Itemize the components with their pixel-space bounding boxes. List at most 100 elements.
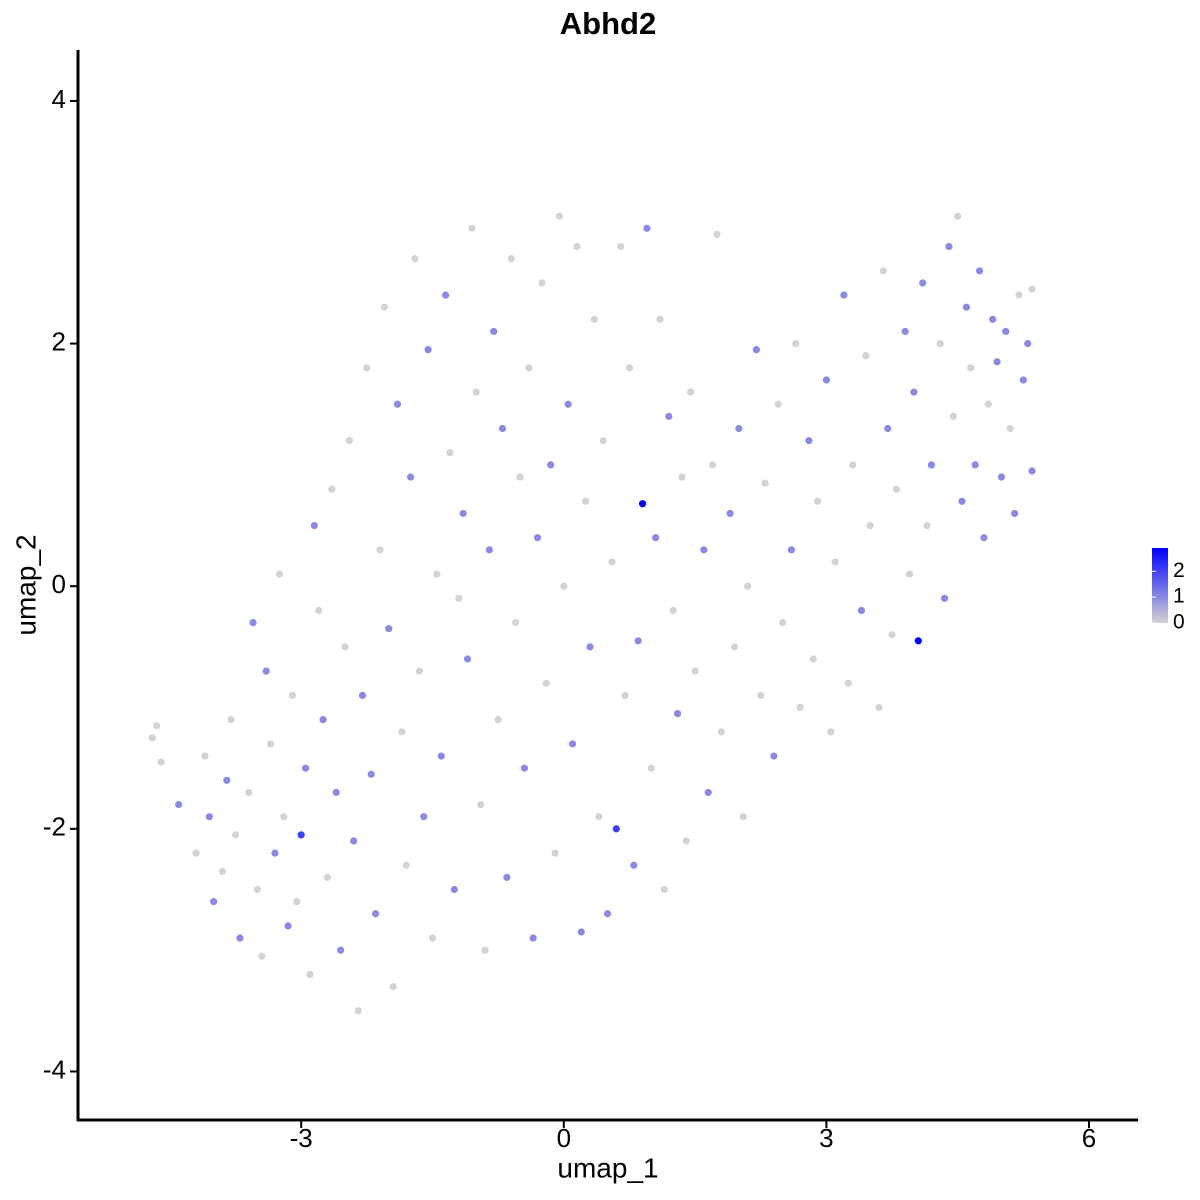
- point: [280, 813, 288, 821]
- point: [989, 315, 997, 323]
- point: [796, 703, 804, 712]
- point: [433, 570, 441, 578]
- point: [319, 716, 327, 724]
- point: [647, 764, 655, 772]
- point: [625, 364, 634, 372]
- point: [665, 412, 673, 420]
- point: [849, 461, 857, 469]
- point: [1010, 509, 1019, 518]
- point: [717, 728, 725, 736]
- point: [293, 898, 301, 906]
- point: [428, 934, 437, 942]
- point: [354, 1007, 362, 1015]
- point: [892, 485, 901, 493]
- point: [398, 728, 406, 736]
- point: [774, 400, 782, 408]
- point: [805, 437, 813, 445]
- point: [555, 212, 564, 220]
- y-tick-label: 0: [52, 569, 66, 599]
- point: [678, 473, 686, 481]
- point: [630, 861, 638, 869]
- point: [726, 509, 734, 518]
- point: [442, 291, 450, 299]
- point: [525, 364, 533, 372]
- point: [494, 716, 502, 724]
- point: [192, 849, 200, 857]
- point: [153, 722, 161, 730]
- point: [954, 212, 962, 220]
- point: [875, 703, 883, 712]
- point: [148, 734, 157, 742]
- point: [266, 740, 275, 748]
- point: [262, 667, 270, 675]
- point: [779, 619, 787, 627]
- point: [372, 910, 380, 918]
- point: [687, 388, 695, 396]
- point: [459, 509, 467, 518]
- point: [827, 728, 835, 736]
- point: [770, 752, 778, 760]
- point: [157, 758, 165, 766]
- point: [923, 521, 931, 530]
- point: [744, 582, 752, 590]
- point: [901, 327, 909, 336]
- point: [914, 637, 922, 645]
- point: [463, 655, 472, 663]
- point: [310, 521, 318, 530]
- point: [450, 885, 458, 894]
- point: [380, 303, 388, 311]
- point: [980, 534, 988, 542]
- point: [376, 546, 384, 554]
- point: [940, 594, 949, 602]
- point: [652, 534, 660, 542]
- point: [516, 473, 524, 481]
- point: [595, 813, 603, 821]
- x-axis-title: umap_1: [557, 1152, 658, 1183]
- point: [787, 546, 795, 554]
- point: [315, 606, 323, 615]
- point: [350, 837, 358, 845]
- point: [735, 424, 743, 433]
- point: [1006, 424, 1014, 433]
- point: [507, 255, 515, 263]
- point: [271, 849, 279, 857]
- point: [503, 873, 511, 881]
- point: [258, 952, 266, 960]
- point: [538, 279, 546, 287]
- point: [407, 473, 415, 481]
- point: [879, 267, 887, 275]
- x-tick-label: 0: [557, 1123, 571, 1153]
- point: [857, 606, 866, 615]
- point: [919, 279, 927, 287]
- point: [673, 709, 682, 718]
- point: [568, 740, 577, 748]
- point: [564, 400, 572, 408]
- point: [634, 637, 642, 645]
- point: [420, 813, 428, 821]
- point: [984, 400, 992, 408]
- point: [910, 388, 918, 396]
- point: [612, 825, 620, 833]
- point: [862, 352, 870, 360]
- point: [218, 867, 227, 875]
- point: [713, 230, 721, 238]
- point: [560, 582, 568, 590]
- point: [223, 776, 231, 784]
- point: [1028, 467, 1036, 475]
- point: [586, 643, 594, 651]
- point: [437, 752, 445, 760]
- point: [520, 764, 529, 772]
- point: [415, 667, 423, 675]
- point: [962, 303, 971, 311]
- point: [297, 831, 305, 839]
- point: [975, 267, 984, 275]
- y-tick-label: 2: [52, 326, 66, 356]
- point: [809, 655, 817, 663]
- point: [905, 570, 914, 578]
- point: [336, 946, 345, 954]
- point: [971, 461, 979, 469]
- point: [757, 691, 765, 699]
- point: [210, 898, 218, 906]
- point: [761, 479, 769, 487]
- point: [529, 934, 537, 942]
